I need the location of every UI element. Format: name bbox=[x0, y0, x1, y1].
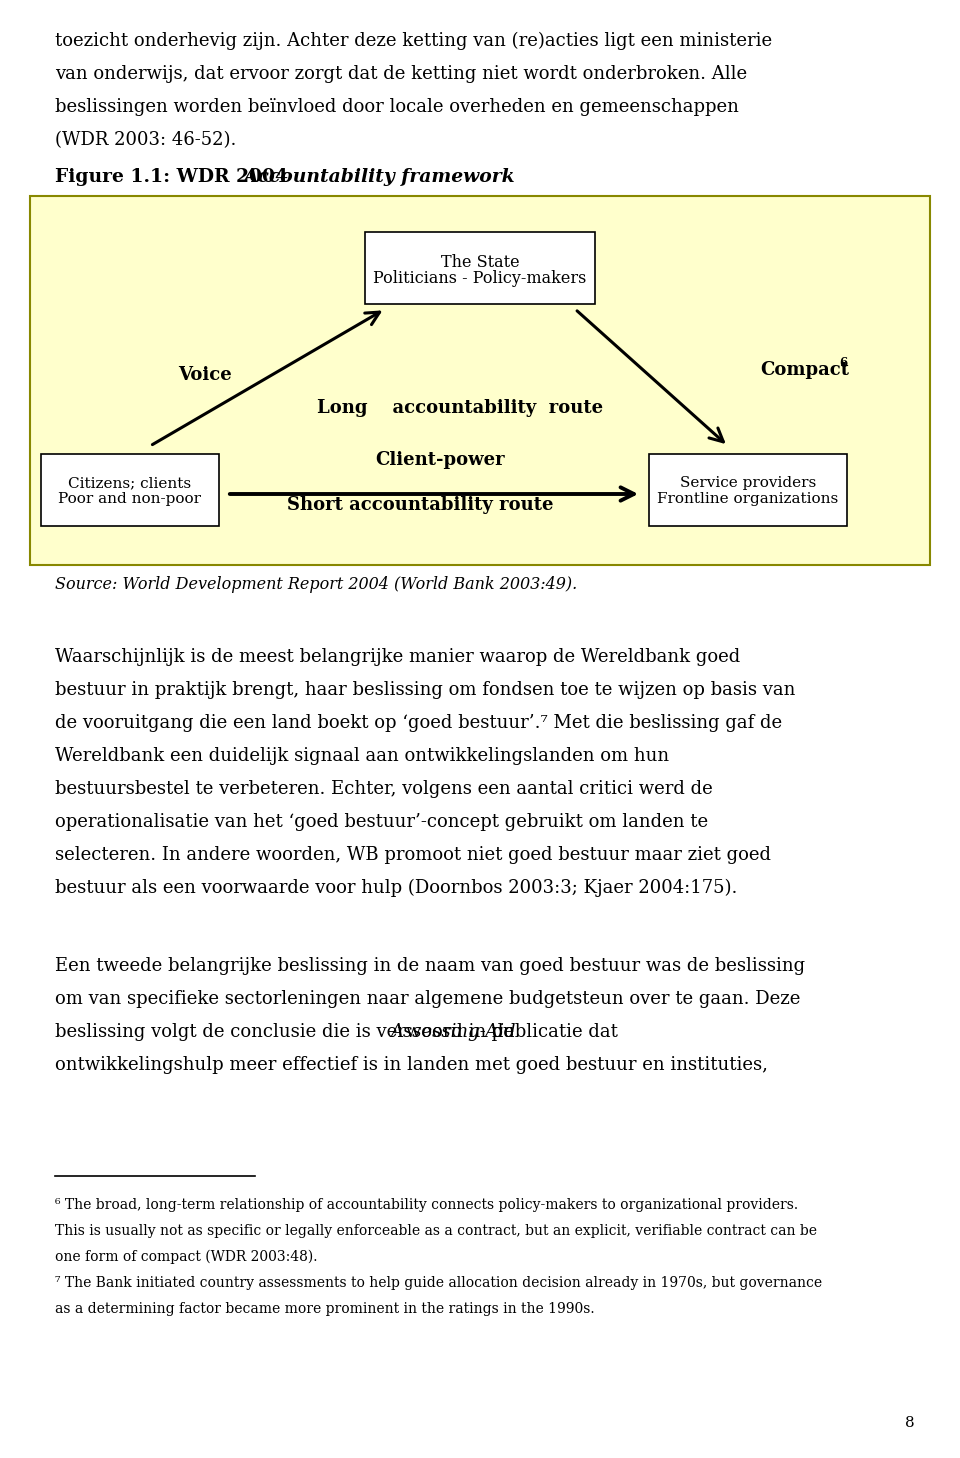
Text: ⁷ The Bank initiated country assessments to help guide allocation decision alrea: ⁷ The Bank initiated country assessments… bbox=[55, 1276, 822, 1290]
Text: beslissingen worden beïnvloed door locale overheden en gemeenschappen: beslissingen worden beïnvloed door local… bbox=[55, 98, 739, 117]
Text: This is usually not as specific or legally enforceable as a contract, but an exp: This is usually not as specific or legal… bbox=[55, 1225, 817, 1238]
Text: Client-power: Client-power bbox=[375, 451, 505, 469]
Text: Service providers: Service providers bbox=[680, 475, 816, 490]
Text: (WDR 2003: 46-52).: (WDR 2003: 46-52). bbox=[55, 131, 236, 149]
Text: operationalisatie van het ‘goed bestuur’-concept gebruikt om landen te: operationalisatie van het ‘goed bestuur’… bbox=[55, 814, 708, 831]
Text: bestuur in praktijk brengt, haar beslissing om fondsen toe te wijzen op basis va: bestuur in praktijk brengt, haar besliss… bbox=[55, 681, 796, 698]
Text: as a determining factor became more prominent in the ratings in the 1990s.: as a determining factor became more prom… bbox=[55, 1302, 594, 1317]
Text: Wereldbank een duidelijk signaal aan ontwikkelingslanden om hun: Wereldbank een duidelijk signaal aan ont… bbox=[55, 746, 669, 765]
Text: 8: 8 bbox=[905, 1416, 915, 1430]
Text: Poor and non-poor: Poor and non-poor bbox=[59, 491, 202, 506]
Text: bestuur als een voorwaarde voor hulp (Doornbos 2003:3; Kjaer 2004:175).: bestuur als een voorwaarde voor hulp (Do… bbox=[55, 879, 737, 897]
Text: Long    accountability  route: Long accountability route bbox=[317, 399, 603, 417]
Text: Figure 1.1: WDR 2004: Figure 1.1: WDR 2004 bbox=[55, 168, 295, 187]
Text: Citizens; clients: Citizens; clients bbox=[68, 475, 192, 490]
Text: Voice: Voice bbox=[179, 366, 232, 383]
Text: bestuursbestel te verbeteren. Echter, volgens een aantal critici werd de: bestuursbestel te verbeteren. Echter, vo… bbox=[55, 780, 712, 798]
Bar bbox=[30, 195, 930, 566]
Text: - publicatie dat: - publicatie dat bbox=[474, 1024, 618, 1041]
Text: Short accountability route: Short accountability route bbox=[287, 496, 553, 515]
Bar bbox=[41, 453, 219, 526]
Text: ⁶ The broad, long-term relationship of accountability connects policy-makers to : ⁶ The broad, long-term relationship of a… bbox=[55, 1198, 798, 1212]
Text: toezicht onderhevig zijn. Achter deze ketting van (re)acties ligt een ministerie: toezicht onderhevig zijn. Achter deze ke… bbox=[55, 32, 772, 50]
Text: one form of compact (WDR 2003:48).: one form of compact (WDR 2003:48). bbox=[55, 1250, 318, 1264]
Text: 6: 6 bbox=[839, 357, 847, 369]
Text: ontwikkelingshulp meer effectief is in landen met goed bestuur en instituties,: ontwikkelingshulp meer effectief is in l… bbox=[55, 1056, 768, 1075]
Text: om van specifieke sectorleningen naar algemene budgetsteun over te gaan. Deze: om van specifieke sectorleningen naar al… bbox=[55, 990, 801, 1007]
Text: Politicians - Policy-makers: Politicians - Policy-makers bbox=[373, 270, 587, 287]
Text: The State: The State bbox=[441, 254, 519, 271]
Text: Waarschijnlijk is de meest belangrijke manier waarop de Wereldbank goed: Waarschijnlijk is de meest belangrijke m… bbox=[55, 647, 740, 666]
Text: Een tweede belangrijke beslissing in de naam van goed bestuur was de beslissing: Een tweede belangrijke beslissing in de … bbox=[55, 956, 805, 975]
Text: Frontline organizations: Frontline organizations bbox=[658, 491, 839, 506]
Bar bbox=[649, 453, 847, 526]
Text: de vooruitgang die een land boekt op ‘goed bestuur’.⁷ Met die beslissing gaf de: de vooruitgang die een land boekt op ‘go… bbox=[55, 714, 782, 732]
Text: beslissing volgt de conclusie die is verwoord in de: beslissing volgt de conclusie die is ver… bbox=[55, 1024, 520, 1041]
Text: Accountability framework: Accountability framework bbox=[243, 168, 515, 187]
Text: Compact: Compact bbox=[760, 362, 849, 379]
Text: van onderwijs, dat ervoor zorgt dat de ketting niet wordt onderbroken. Alle: van onderwijs, dat ervoor zorgt dat de k… bbox=[55, 66, 747, 83]
Bar bbox=[365, 232, 595, 305]
Text: selecteren. In andere woorden, WB promoot niet goed bestuur maar ziet goed: selecteren. In andere woorden, WB promoo… bbox=[55, 846, 771, 865]
Text: Assessing Aid: Assessing Aid bbox=[391, 1024, 516, 1041]
Text: Source: World Development Report 2004 (World Bank 2003:49).: Source: World Development Report 2004 (W… bbox=[55, 576, 577, 593]
